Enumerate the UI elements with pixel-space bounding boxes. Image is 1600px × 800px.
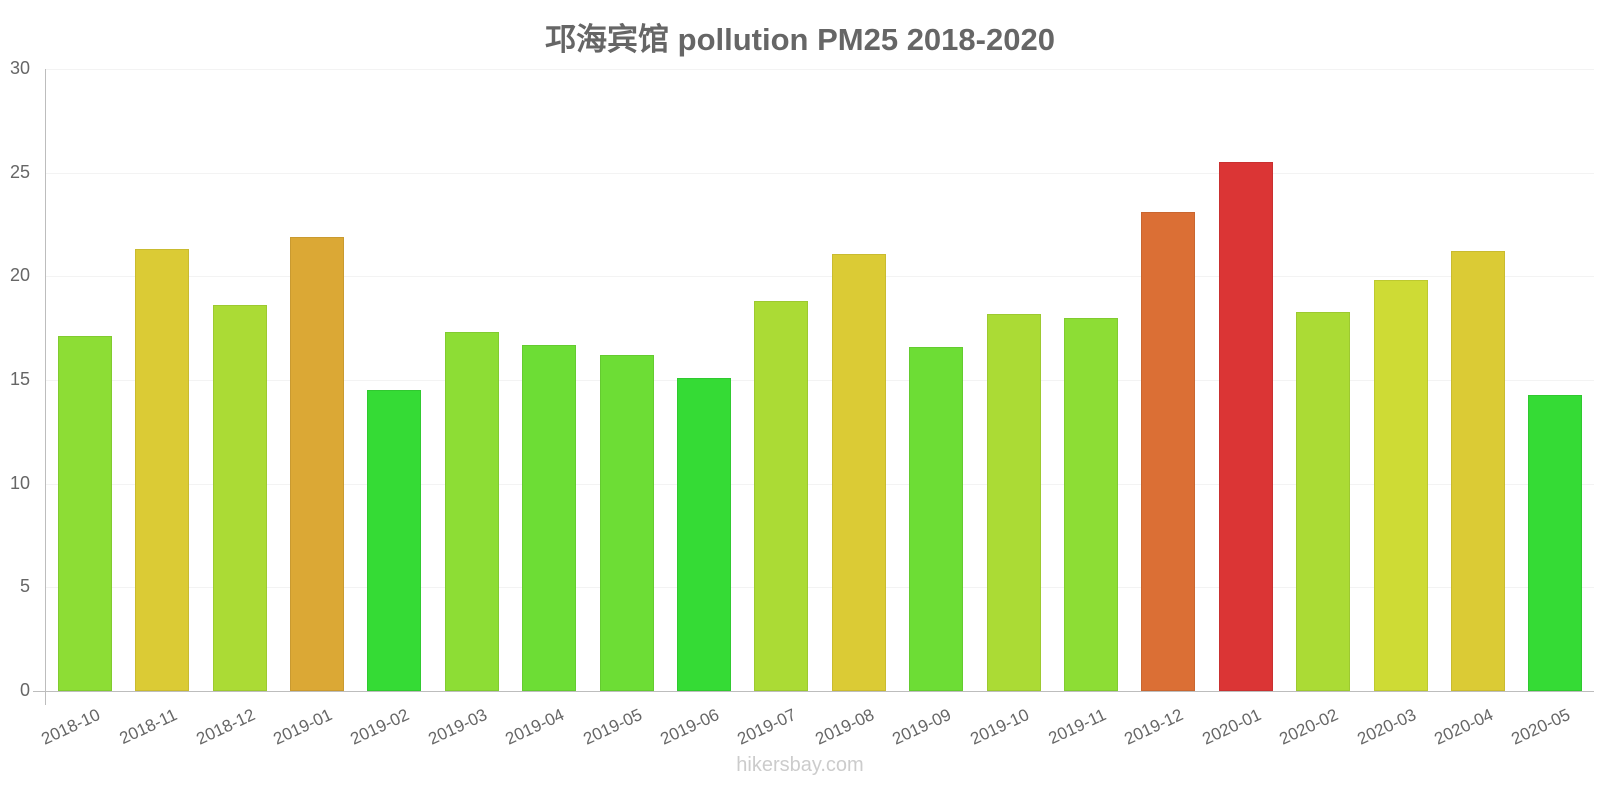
bar-2018-11[interactable] [135, 249, 190, 691]
bar-2019-01[interactable] [289, 236, 344, 691]
bar-2020-03[interactable] [1373, 280, 1428, 691]
gridline [46, 483, 1594, 485]
gridline [46, 276, 1594, 278]
bar-2020-04[interactable] [1450, 251, 1505, 691]
bar-2019-02[interactable] [367, 390, 422, 691]
bar-2019-04[interactable] [522, 344, 577, 691]
bar-2019-07[interactable] [754, 301, 809, 691]
bar-2019-12[interactable] [1141, 212, 1196, 691]
bar-2019-03[interactable] [444, 332, 499, 691]
y-tick-label: 20 [9, 265, 30, 286]
bar-2019-10[interactable] [986, 313, 1041, 691]
bar-2020-05[interactable] [1528, 394, 1583, 691]
y-tick-label: 5 [19, 576, 30, 597]
bar-2019-06[interactable] [676, 377, 731, 691]
gridline [46, 587, 1594, 589]
gridline [46, 172, 1594, 174]
bar-2019-08[interactable] [831, 253, 886, 691]
gridline [46, 380, 1594, 381]
bar-2019-11[interactable] [1063, 317, 1118, 691]
bar-2018-12[interactable] [212, 305, 267, 691]
y-tick-label: 30 [9, 58, 30, 78]
gridline [46, 69, 1594, 70]
bar-2018-10[interactable] [57, 336, 112, 691]
bar-2019-09[interactable] [909, 346, 964, 691]
y-tick-label: 25 [9, 161, 30, 182]
chart-title: 邛海宾馆 pollution PM25 2018-2020 [545, 22, 1055, 57]
bar-2020-02[interactable] [1296, 311, 1351, 691]
y-tick-label: 15 [9, 369, 30, 389]
bar-2020-01[interactable] [1218, 162, 1273, 691]
plot-area [46, 69, 1594, 691]
y-axis-line [45, 69, 46, 705]
y-tick-label: 10 [9, 472, 30, 493]
x-axis-line [33, 691, 1594, 692]
bar-2019-05[interactable] [599, 355, 654, 691]
watermark: hikersbay.com [736, 754, 864, 776]
y-tick-label: 0 [19, 680, 30, 700]
